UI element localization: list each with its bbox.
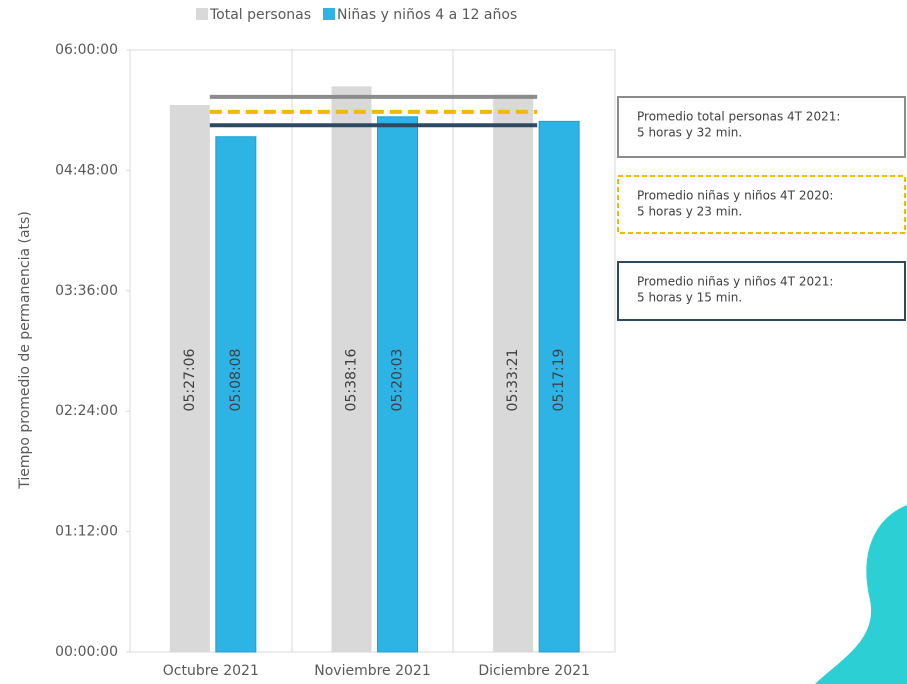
annotation-box [617,261,906,321]
x-tick-label: Diciembre 2021 [478,663,590,679]
bar [493,94,534,653]
y-tick-label: 01:12:00 [55,524,118,540]
annotation-text: 5 horas y 32 min. [637,126,742,140]
annotation-text: 5 horas y 23 min. [637,205,742,219]
annotation-text: Promedio niñas y niños 4T 2021: [637,275,833,289]
annotation-text: Promedio total personas 4T 2021: [637,110,840,124]
annotation-box [617,175,906,234]
y-tick-label: 02:24:00 [55,403,118,419]
bar [215,136,257,653]
decoration [815,505,907,684]
value-label: 05:38:16 [344,348,360,411]
bar [538,120,580,653]
annotation-box [617,96,906,158]
legend-label: Niñas y niños 4 a 12 años [337,7,517,23]
bar [331,86,372,653]
value-label: 05:17:19 [551,349,567,412]
x-tick-label: Noviembre 2021 [314,663,431,679]
annotation-text: Promedio niñas y niños 4T 2020: [637,189,833,203]
legend-swatch [323,8,336,20]
y-axis-title: Tiempo promedio de permanencia (ats) [17,211,33,490]
bar [169,105,210,652]
annotation-text: 5 horas y 15 min. [637,291,742,305]
value-label: 05:08:08 [228,349,244,412]
y-tick-label: 00:00:00 [55,644,118,660]
plot-frame [129,49,616,653]
bar [377,116,418,653]
legend-swatch [196,8,208,20]
x-tick-label: Octubre 2021 [163,663,259,679]
value-label: 05:27:06 [182,348,198,411]
value-label: 05:20:03 [390,349,406,412]
y-tick-label: 04:48:00 [55,162,118,178]
y-tick-label: 06:00:00 [55,42,118,58]
legend-label: Total personas [209,7,311,23]
y-tick-label: 03:36:00 [55,283,118,299]
value-label: 05:33:21 [505,349,521,412]
